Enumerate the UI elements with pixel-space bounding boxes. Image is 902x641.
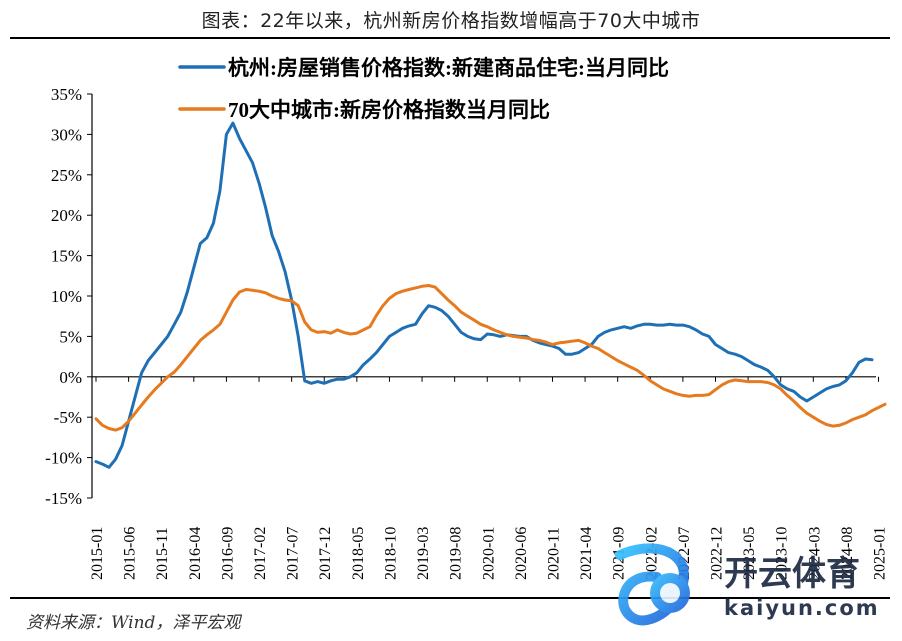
y-tick-label: 20%	[51, 206, 82, 225]
x-tick-label: 2018-05	[350, 527, 367, 580]
y-tick-label: 15%	[51, 247, 82, 266]
x-tick-label: 2016-09	[219, 527, 236, 580]
watermark-logo: 开云体育 kaiyun.com	[615, 543, 880, 626]
chart-series	[94, 121, 887, 469]
y-tick-label: -5%	[54, 408, 82, 427]
x-tick-label: 2019-08	[448, 527, 465, 580]
x-tick-label: 2020-11	[545, 527, 562, 580]
bottom-rule	[10, 597, 890, 599]
y-tick-label: 0%	[59, 368, 82, 387]
chart-legend: 杭州:房屋销售价格指数:新建商品住宅:当月同比 70大中城市:新房价格指数当月同比	[178, 56, 669, 122]
y-tick-label: -15%	[45, 489, 82, 508]
x-tick-label: 2022-12	[708, 527, 725, 580]
x-tick-label: 2020-01	[480, 527, 497, 580]
y-tick-label: 30%	[51, 125, 82, 144]
y-tick-label: -10%	[45, 449, 82, 468]
chart-title: 图表：22年以来，杭州新房价格指数增幅高于70大中城市	[201, 10, 701, 32]
x-tick-label: 2021-04	[578, 527, 595, 580]
series-line-2	[94, 284, 887, 432]
x-tick-label: 2024-08	[839, 527, 856, 580]
x-tick-label: 2017-07	[285, 527, 302, 580]
x-tick-label: 2015-11	[154, 527, 171, 580]
y-tick-label: 5%	[59, 327, 82, 346]
x-tick-label: 2020-06	[513, 527, 530, 580]
x-tick-label: 2023-10	[774, 527, 791, 580]
source-note: 资料来源：Wind，泽平宏观	[26, 613, 241, 633]
y-tick-label: 10%	[51, 287, 82, 306]
watermark-brand: 开云体育	[724, 554, 860, 594]
line-chart: 35% 30% 25% 20% 15% 10% 5% 0% -5% -10% -15% 2015-01…	[45, 56, 889, 580]
legend-label-1: 杭州:房屋销售价格指数:新建商品住宅:当月同比	[228, 56, 669, 80]
x-tick-label: 2017-12	[317, 527, 334, 580]
x-tick-label: 2017-02	[252, 527, 269, 580]
x-tick-label: 2025-01	[872, 527, 889, 580]
watermark-domain: kaiyun.com	[724, 596, 880, 620]
y-tick-label: 35%	[51, 85, 82, 104]
chart-axes: 35% 30% 25% 20% 15% 10% 5% 0% -5% -10% -15% 2015-01…	[45, 85, 889, 580]
x-tick-label: 2015-06	[122, 527, 139, 580]
y-tick-label: 25%	[51, 166, 82, 185]
x-tick-label: 2015-01	[89, 527, 106, 580]
x-tick-label: 2019-03	[415, 527, 432, 580]
x-tick-label: 2018-10	[382, 527, 399, 580]
x-tick-label: 2023-05	[741, 527, 758, 580]
top-rule	[10, 37, 890, 39]
x-tick-label: 2016-04	[187, 527, 204, 580]
series-line-1	[94, 121, 874, 469]
x-tick-label: 2024-03	[806, 527, 823, 580]
legend-label-2: 70大中城市:新房价格指数当月同比	[228, 98, 550, 122]
